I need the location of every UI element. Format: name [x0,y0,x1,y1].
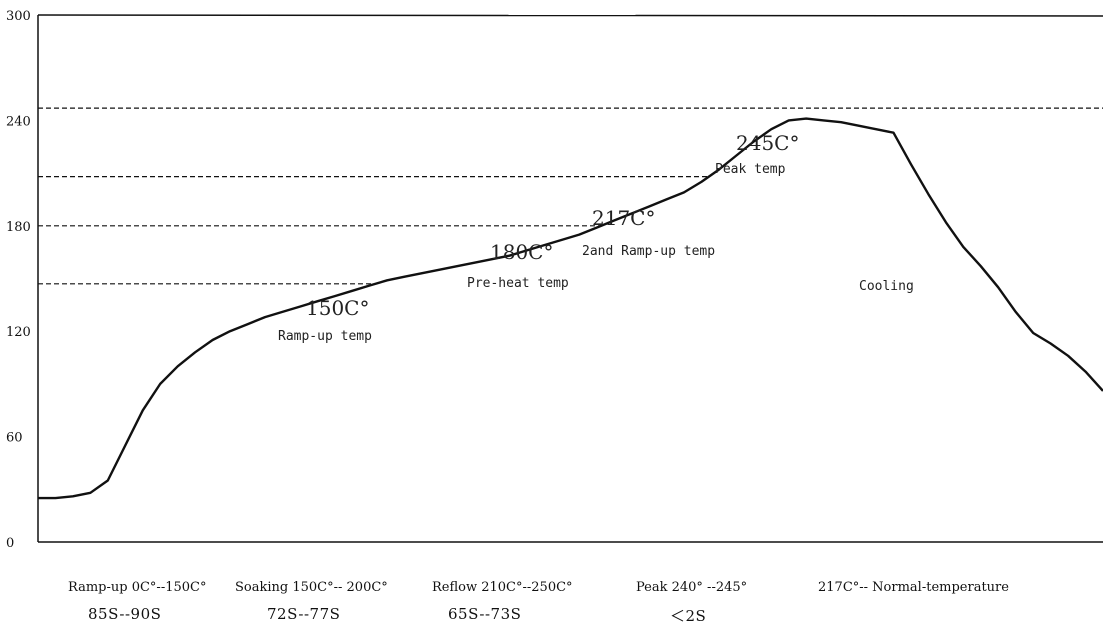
stage-peak: Peak 240° --245° ＜2S [636,580,747,626]
reflow-profile-chart: 300 240 180 120 60 0 245C° Peak temp 217C° 2a… [6,9,1103,551]
stage-cooling-label: 217C°-- Normal-temperature [818,580,1009,595]
peak-temp-value: 245C° [736,131,799,155]
ramp2-temp-value: 217C° [592,206,655,230]
preheat-temp-label: Pre-heat temp [467,276,569,291]
ramp1-temp-label: Ramp-up temp [278,329,372,344]
temperature-profile-line [38,117,1103,500]
peak-temp-label: Peak temp [715,162,786,177]
top-border [37,14,1103,17]
ramp1-temp-value: 150C° [306,296,369,320]
stage-ramp-up: Ramp-up 0C°--150C° 85S--90S [68,580,206,623]
reference-lines [38,107,1103,285]
stage-reflow-label: Reflow 210C°--250C° [432,580,573,595]
series [38,117,1103,500]
ramp2-temp-label: 2and Ramp-up temp [582,244,715,259]
stage-soaking: Soaking 150C°-- 200C° 72S--77S [235,580,388,623]
stage-soaking-label: Soaking 150C°-- 200C° [235,580,388,595]
stage-reflow-time: 65S--73S [448,605,522,623]
y-tick-label: 180 [6,220,31,235]
cooling-label: Cooling [859,279,914,294]
stage-peak-time: ＜2S [670,607,707,625]
preheat-temp-value: 180C° [490,240,553,264]
y-tick-label: 120 [6,325,31,340]
y-tick-labels: 300 240 180 120 60 0 [6,9,31,551]
stage-soaking-time: 72S--77S [267,605,341,623]
axes [37,14,1103,543]
y-tick-label: 0 [6,536,14,551]
annotations: 245C° Peak temp 217C° 2and Ramp-up temp … [278,131,914,344]
stage-ramp-up-time: 85S--90S [88,605,162,623]
stage-reflow: Reflow 210C°--250C° 65S--73S [432,580,573,623]
stage-peak-label: Peak 240° --245° [636,580,748,595]
stage-cooling: 217C°-- Normal-temperature [818,580,1009,595]
y-tick-label: 300 [6,9,31,24]
y-tick-label: 60 [6,431,23,446]
stage-ramp-up-label: Ramp-up 0C°--150C° [68,580,207,595]
y-tick-label: 240 [6,114,31,129]
